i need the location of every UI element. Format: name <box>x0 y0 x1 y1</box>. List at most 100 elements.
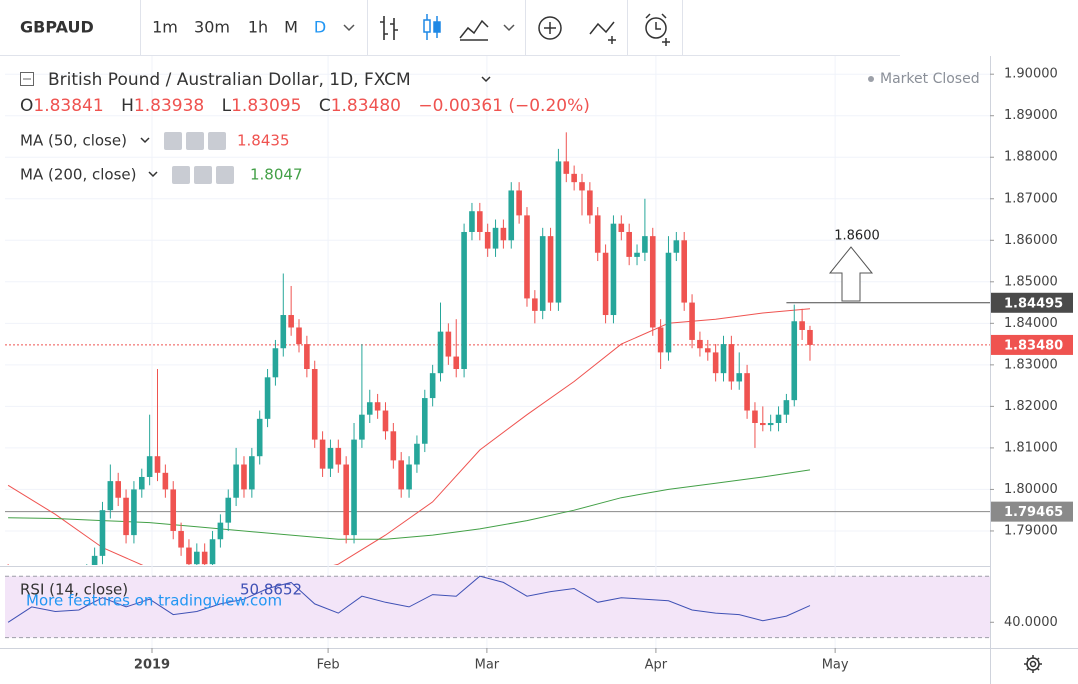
ohlc-key: O <box>20 96 33 116</box>
grid <box>5 56 990 648</box>
candle-body <box>453 356 460 370</box>
candle-body <box>445 331 452 357</box>
alert-icon[interactable] <box>645 13 670 46</box>
dropdown-icon[interactable] <box>481 76 491 83</box>
dropdown-icon[interactable] <box>140 137 150 144</box>
axes: 1.90000 1.89000 1.88000 1.87000 1.86000 1.850… <box>134 67 1073 673</box>
candle-body <box>744 373 750 411</box>
annotation-text: 1.8600 <box>834 229 880 244</box>
candle-body <box>642 236 648 253</box>
remove-button[interactable] <box>216 166 234 184</box>
candle-body <box>760 422 766 426</box>
ohlc-value: 1.83841 <box>33 96 103 116</box>
candle-body <box>469 211 475 232</box>
candle-body <box>390 431 397 461</box>
candle-body <box>728 344 735 382</box>
candle-body <box>366 402 373 415</box>
candle-body <box>233 464 239 498</box>
symbol[interactable]: GBPAUD <box>20 18 94 37</box>
visibility-button[interactable] <box>164 132 182 150</box>
candle-body <box>752 410 758 423</box>
watermark-link[interactable]: More features on tradingview.com <box>26 592 282 610</box>
candle-body <box>649 236 656 328</box>
candle-body <box>249 456 255 490</box>
candle-body <box>264 377 271 419</box>
settings-button[interactable] <box>194 166 212 184</box>
price-tag <box>991 292 1073 313</box>
candle-body <box>382 410 389 432</box>
interval[interactable]: 1m <box>152 18 178 37</box>
y-tick-label: 1.79000 <box>1004 523 1058 538</box>
y-tick-label: 1.88000 <box>1004 150 1058 165</box>
candle-body <box>587 190 593 216</box>
candle-body <box>484 231 491 249</box>
candle-body <box>767 422 774 426</box>
ohlc-key: L <box>222 96 232 116</box>
settings-button[interactable] <box>186 132 204 150</box>
price-tag <box>991 501 1073 522</box>
bars-icon[interactable] <box>380 16 398 40</box>
y-tick-label: 40.0000 <box>1004 615 1058 630</box>
interval[interactable]: M <box>284 18 298 37</box>
compare-icon[interactable] <box>589 21 616 44</box>
candle-body <box>547 236 554 303</box>
candle-body <box>689 302 695 340</box>
ohlc-key: C <box>319 96 331 116</box>
indicator-name: MA (50, close) <box>20 132 127 150</box>
candles-icon[interactable] <box>423 14 441 40</box>
candle-body <box>178 530 184 548</box>
area-icon[interactable] <box>459 19 489 41</box>
y-tick-label: 1.85000 <box>1004 274 1058 289</box>
candle-body <box>657 327 664 353</box>
ohlc-value: 1.83095 <box>231 96 301 116</box>
moving-average-line <box>7 308 811 565</box>
price-tag-label: 1.84495 <box>1004 296 1063 311</box>
candle-body <box>563 161 570 174</box>
indicator-icon[interactable] <box>538 16 562 40</box>
ohlc-value: 1.83480 <box>331 96 401 116</box>
y-tick-label: 1.82000 <box>1004 399 1058 414</box>
price-tag-label: 1.83480 <box>1004 338 1063 353</box>
settings-icon[interactable] <box>1024 655 1042 673</box>
candle-body <box>579 182 585 191</box>
candle-body <box>414 443 420 465</box>
ohlc-values: O1.83841 H1.83938 L1.83095 C1.83480 −0.0… <box>20 96 590 116</box>
interval[interactable]: 30m <box>194 18 230 37</box>
candle-body <box>311 369 318 440</box>
dropdown-icon[interactable] <box>503 24 515 32</box>
candle-body <box>170 489 177 531</box>
dropdown-icon[interactable] <box>343 24 355 32</box>
candle-body <box>123 497 129 536</box>
candle-body <box>571 173 577 183</box>
candle-body <box>280 315 287 349</box>
candle-body <box>477 211 483 232</box>
candle-body <box>697 339 703 349</box>
candle-body <box>602 252 609 316</box>
candle-body <box>99 510 106 556</box>
candle-body <box>194 551 200 565</box>
dropdown-icon[interactable] <box>148 171 158 178</box>
legend: British Pound / Australian Dollar, 1D, F… <box>20 70 980 610</box>
candle-body <box>327 447 334 469</box>
candle-body <box>500 227 507 241</box>
series-title: British Pound / Australian Dollar, 1D, F… <box>48 70 411 90</box>
candle-body <box>461 231 467 370</box>
candle-body <box>524 215 530 299</box>
candle-body <box>775 414 782 423</box>
candle-body <box>146 456 153 477</box>
candle-body <box>539 236 546 311</box>
x-tick-label: May <box>822 658 849 673</box>
candle-body <box>107 481 114 511</box>
y-tick-label: 1.84000 <box>1004 316 1058 331</box>
interval-active[interactable]: D <box>314 18 326 37</box>
candle-body <box>335 447 342 465</box>
candle-body <box>508 190 515 241</box>
candle-body <box>288 315 294 328</box>
x-tick-label: Feb <box>317 658 340 673</box>
candle-body <box>673 240 680 253</box>
interval[interactable]: 1h <box>248 18 268 37</box>
rsi-title: RSI (14, close) <box>20 581 128 599</box>
visibility-button[interactable] <box>172 166 190 184</box>
y-tick-label: 1.81000 <box>1004 440 1058 455</box>
remove-button[interactable] <box>208 132 226 150</box>
